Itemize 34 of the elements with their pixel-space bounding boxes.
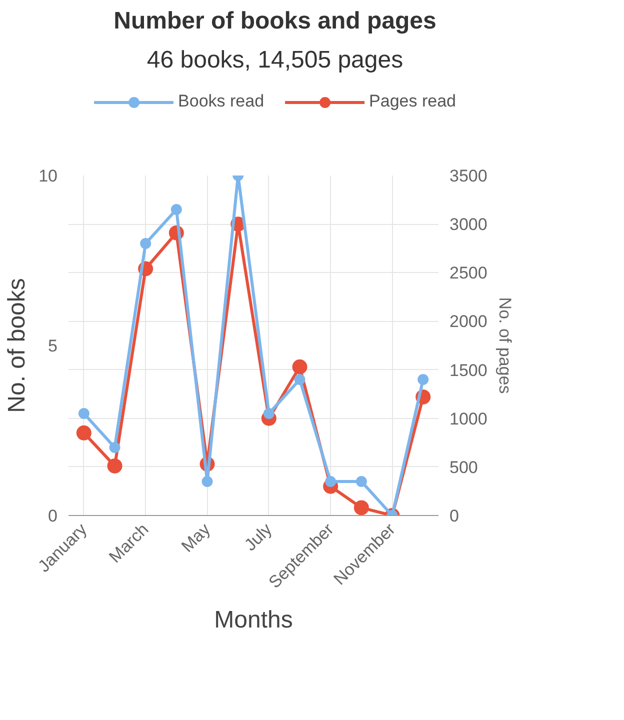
y2-tick-label: 500 — [450, 458, 478, 477]
chart-title: Number of books and pages — [114, 8, 436, 34]
point — [76, 425, 92, 440]
point — [354, 500, 369, 516]
y2-axis-title: No. of pages — [495, 297, 514, 394]
point — [325, 476, 336, 487]
point — [170, 204, 182, 215]
y2-tick-label: 1500 — [450, 360, 488, 380]
x-axis-title: Months — [214, 606, 293, 634]
point — [418, 374, 429, 385]
y2-tick-label: 1000 — [450, 409, 488, 428]
point — [109, 442, 120, 453]
chart-subtitle: 46 books, 14,505 pages — [146, 46, 404, 74]
y2-tick-label: 2000 — [450, 312, 488, 332]
y2-tick-label: 0 — [450, 506, 459, 526]
point — [107, 458, 122, 474]
x-tick-label: May — [178, 519, 214, 556]
point — [140, 238, 152, 249]
point — [263, 408, 274, 419]
point — [78, 408, 90, 419]
y2-tick-label: 2500 — [450, 264, 488, 283]
point — [356, 476, 367, 487]
y-tick-label: 0 — [48, 506, 58, 526]
y2-tick-label: 3500 — [450, 166, 488, 186]
y-tick-label: 10 — [38, 166, 58, 186]
legend-label: Books read — [178, 92, 264, 112]
y-axis-title: No. of books — [4, 278, 31, 413]
x-tick-label: July — [240, 519, 276, 555]
legend-label: Pages read — [369, 92, 456, 112]
point — [294, 374, 306, 385]
y2-tick-label: 3000 — [450, 215, 488, 234]
y-tick-label: 5 — [48, 336, 58, 356]
point — [292, 359, 308, 374]
point — [202, 476, 213, 487]
